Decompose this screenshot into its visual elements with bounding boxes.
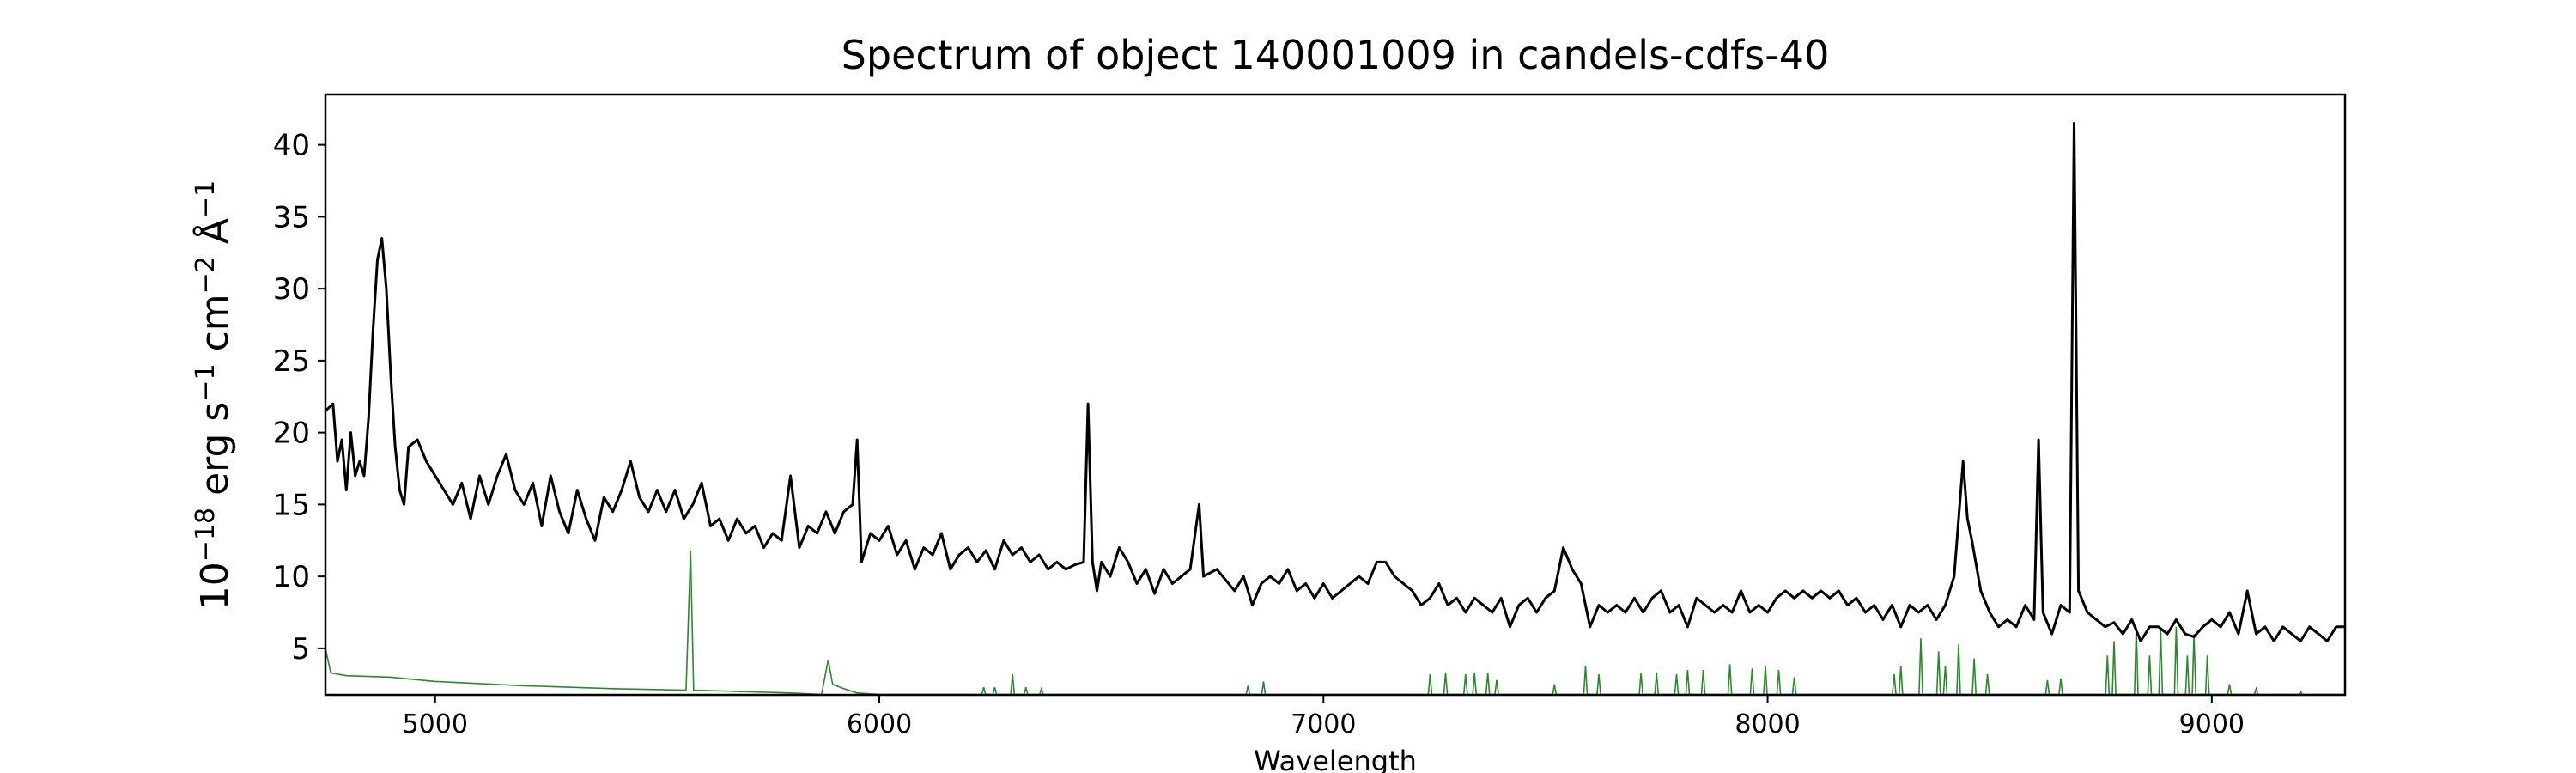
x-tick-label: 6000 [847, 709, 912, 740]
y-tick-label: 40 [273, 129, 310, 163]
y-label-base: 10 [193, 562, 237, 610]
spectrum-series-line [324, 122, 2345, 642]
y-label-t2: cm [193, 294, 237, 363]
plot-area [324, 122, 2345, 696]
axes-frame [324, 93, 2347, 697]
x-tick-label: 5000 [403, 709, 468, 740]
y-tick-label: 35 [273, 200, 310, 234]
x-ticks: 5000 6000 7000 8000 9000 [403, 695, 2245, 740]
y-label-exp1: −18 [191, 508, 221, 562]
x-axis-label: Wavelength [1254, 745, 1417, 773]
y-axis-label: 10−18 erg s−1 cm−2 Å−1 [191, 180, 237, 610]
y-label-exp4: −1 [191, 180, 221, 218]
y-ticks: 5 10 15 20 25 30 35 40 [273, 129, 325, 666]
y-tick-label: 30 [273, 272, 310, 307]
x-tick-label: 8000 [1735, 709, 1800, 740]
sky-series-line [325, 550, 2345, 696]
y-label-exp2: −1 [191, 363, 221, 401]
y-tick-label: 5 [291, 632, 310, 666]
y-tick-label: 10 [273, 560, 310, 594]
y-label-t3: Å [191, 218, 237, 256]
y-label-t1: erg s [193, 402, 237, 508]
chart-title: Spectrum of object 140001009 in candels-… [841, 32, 1830, 78]
y-tick-label: 20 [273, 417, 310, 451]
y-tick-label: 25 [273, 344, 310, 379]
x-tick-label: 7000 [1291, 709, 1356, 740]
y-label-exp3: −2 [191, 256, 221, 294]
x-tick-label: 9000 [2179, 709, 2245, 740]
y-tick-label: 15 [273, 488, 310, 522]
